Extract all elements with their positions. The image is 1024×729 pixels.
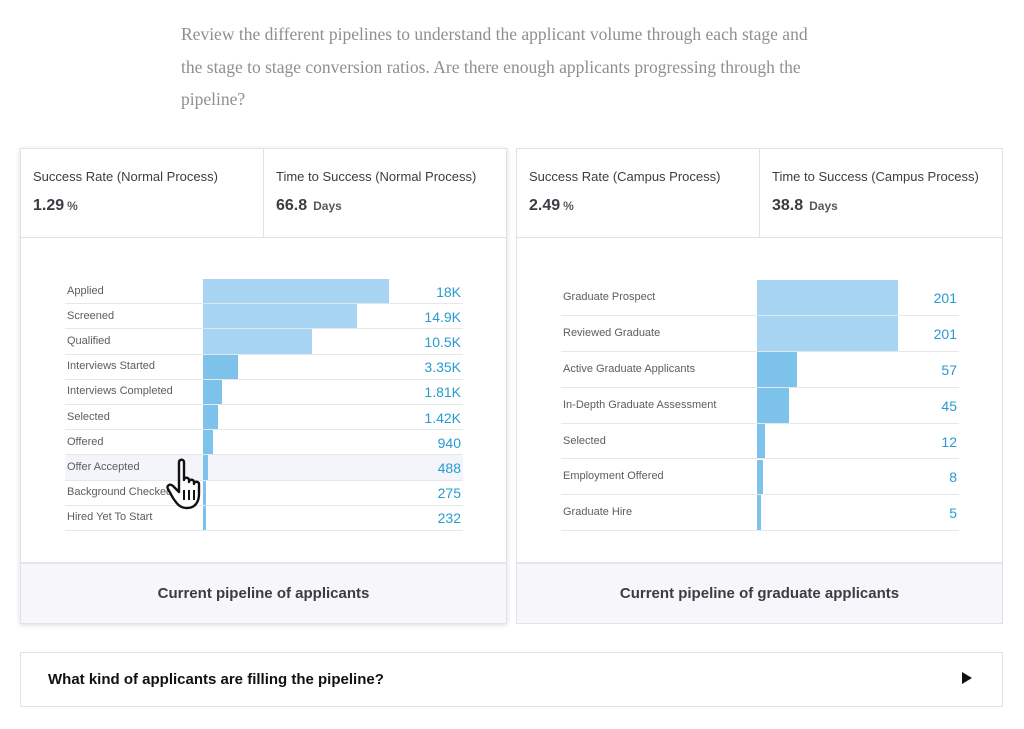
value-label: 12 [941, 433, 957, 450]
funnel-bar[interactable] [203, 405, 218, 430]
chart-caption: Current pipeline of applicants [21, 562, 506, 623]
category-label: Background Checked [67, 486, 173, 499]
chart-row[interactable]: Active Graduate Applicants 57 [561, 351, 959, 388]
metric-value: 38.8 [772, 197, 804, 214]
funnel-bar[interactable] [757, 495, 761, 531]
value-label: 45 [941, 397, 957, 414]
funnel-bar[interactable] [757, 315, 898, 351]
metric-label: Success Rate (Campus Process) [529, 169, 721, 184]
chart-caption: Current pipeline of graduate applicants [517, 562, 1002, 623]
chart-row[interactable]: Screened 14.9K [65, 304, 463, 330]
chart-row[interactable]: Selected 1.42K [65, 405, 463, 431]
chart-row[interactable]: Qualified 10.5K [65, 329, 463, 355]
category-label: Selected [67, 410, 110, 423]
funnel-bar[interactable] [757, 459, 763, 495]
intro-text: Review the different pipelines to unders… [181, 24, 808, 109]
funnel-bar[interactable] [203, 354, 238, 379]
chart-row[interactable]: Employment Offered 8 [561, 459, 959, 496]
pipeline-card-normal: Success Rate (Normal Process) 1.29% Time… [20, 148, 507, 624]
funnel-bar[interactable] [203, 304, 357, 329]
metrics-row: Success Rate (Normal Process) 1.29% Time… [21, 149, 506, 238]
metric-unit: Days [809, 199, 838, 213]
metric-unit: % [67, 199, 78, 213]
value-label: 57 [941, 361, 957, 378]
value-label: 8 [949, 469, 957, 486]
metric-value: 1.29 [33, 197, 65, 214]
chart-row[interactable]: Interviews Started 3.35K [65, 354, 463, 380]
metric-label: Success Rate (Normal Process) [33, 169, 218, 184]
category-label: Applied [67, 284, 104, 297]
category-label: Graduate Hire [563, 506, 633, 519]
triangle-right-icon[interactable] [962, 672, 972, 684]
chart-row[interactable]: Graduate Prospect 201 [561, 280, 959, 316]
funnel-bar[interactable] [203, 329, 312, 354]
value-label: 275 [437, 485, 461, 502]
value-label: 201 [933, 325, 957, 342]
funnel-bar[interactable] [203, 455, 209, 480]
chart-row[interactable]: Applied 18K [65, 279, 463, 305]
category-label: Graduate Prospect [563, 290, 656, 303]
value-label: 1.81K [424, 384, 461, 401]
hand-pointer-icon [166, 458, 201, 510]
category-label: Selected [563, 434, 606, 447]
chart-row[interactable]: Offer Accepted 488 [65, 455, 463, 481]
funnel-bar[interactable] [203, 379, 222, 404]
accordion-title: What kind of applicants are filling the … [48, 671, 384, 688]
chart-row[interactable]: Hired Yet To Start 232 [65, 505, 463, 531]
funnel-bar[interactable] [757, 280, 898, 315]
value-label: 18K [436, 283, 461, 300]
chart-row[interactable]: Offered 940 [65, 430, 463, 456]
time-to-success-metric: Time to Success (Campus Process) 38.8 Day… [760, 149, 1002, 237]
chart-row[interactable]: Interviews Completed 1.81K [65, 379, 463, 405]
metric-label: Time to Success (Normal Process) [276, 169, 477, 184]
category-label: Employment Offered [563, 470, 664, 483]
chart-row[interactable]: In-Depth Graduate Assessment 45 [561, 387, 959, 424]
category-label: Active Graduate Applicants [563, 362, 696, 375]
category-label: In-Depth Graduate Assessment [563, 398, 717, 411]
funnel-bar[interactable] [757, 387, 789, 423]
category-label: Interviews Started [67, 360, 156, 373]
success-rate-metric: Success Rate (Normal Process) 1.29% [21, 149, 264, 237]
chart-row[interactable]: Selected 12 [561, 423, 959, 460]
metric-value: 66.8 [276, 197, 308, 214]
success-rate-metric: Success Rate (Campus Process) 2.49% [517, 149, 760, 237]
metric-label: Time to Success (Campus Process) [772, 169, 979, 184]
value-label: 14.9K [424, 308, 461, 325]
category-label: Offered [67, 435, 104, 448]
funnel-bar[interactable] [203, 480, 206, 505]
value-label: 10.5K [424, 333, 461, 350]
chart-row[interactable]: Graduate Hire 5 [561, 495, 959, 532]
category-label: Interviews Completed [67, 385, 173, 398]
category-label: Qualified [67, 334, 111, 347]
pipeline-chart-campus: Graduate Prospect 201 Reviewed Graduate 201… [517, 238, 1002, 566]
funnel-bar[interactable] [203, 279, 389, 304]
category-label: Screened [67, 309, 115, 322]
category-label: Hired Yet To Start [67, 511, 153, 524]
value-label: 940 [437, 434, 461, 451]
value-label: 488 [437, 459, 461, 476]
funnel-bar[interactable] [757, 423, 766, 459]
value-label: 232 [437, 510, 461, 527]
category-label: Reviewed Graduate [563, 326, 661, 339]
value-label: 3.35K [424, 359, 461, 376]
time-to-success-metric: Time to Success (Normal Process) 66.8 Day… [264, 149, 506, 237]
value-label: 1.42K [424, 409, 461, 426]
funnel-bar[interactable] [203, 505, 206, 530]
metrics-row: Success Rate (Campus Process) 2.49% Time… [517, 149, 1002, 238]
applicants-accordion[interactable]: What kind of applicants are filling the … [20, 652, 1003, 707]
value-label: 201 [933, 289, 957, 306]
chart-row[interactable]: Background Checked 275 [65, 480, 463, 506]
funnel-bar[interactable] [757, 351, 797, 387]
category-label: Offer Accepted [67, 460, 140, 473]
metric-unit: Days [313, 199, 342, 213]
value-label: 5 [949, 505, 957, 522]
pipeline-card-campus: Success Rate (Campus Process) 2.49% Time… [516, 148, 1003, 624]
pipeline-chart-normal: Applied 18K Screened 14.9K Qualified 10.5K Int… [21, 238, 506, 566]
metric-value: 2.49 [529, 197, 561, 214]
metric-unit: % [563, 199, 574, 213]
chart-row[interactable]: Reviewed Graduate 201 [561, 315, 959, 352]
funnel-bar[interactable] [203, 430, 213, 455]
